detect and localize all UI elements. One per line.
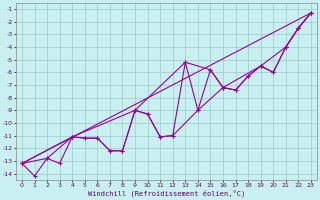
- X-axis label: Windchill (Refroidissement éolien,°C): Windchill (Refroidissement éolien,°C): [88, 190, 245, 197]
